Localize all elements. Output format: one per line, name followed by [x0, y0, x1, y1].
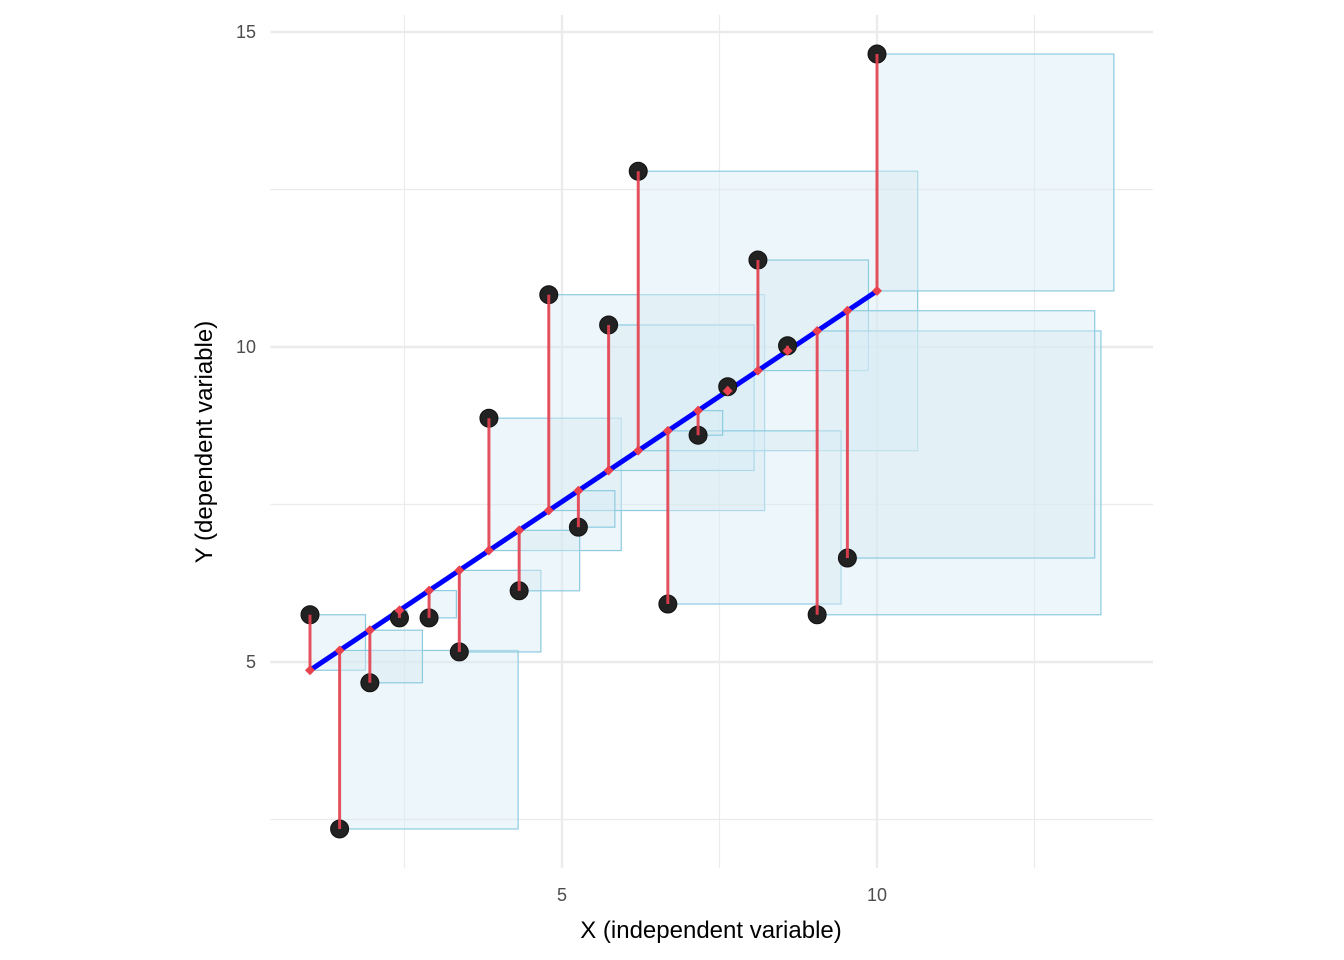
fitted-value-marker — [752, 365, 763, 376]
residual-square — [548, 294, 766, 512]
fitted-value-marker — [424, 585, 435, 596]
y-tick-label: 15 — [236, 22, 256, 42]
y-axis-label: Y (dependent variable) — [191, 321, 218, 563]
residual-square — [369, 629, 424, 684]
fitted-value-marker — [872, 285, 882, 296]
fitted-value-marker — [633, 445, 644, 456]
fitted-value-marker — [573, 485, 584, 496]
x-tick-label: 10 — [867, 885, 887, 905]
residual-square — [876, 53, 1115, 292]
fitted-value-marker — [394, 605, 405, 616]
fitted-value-marker — [514, 525, 525, 536]
residual-square — [518, 529, 581, 592]
fitted-value-marker — [662, 425, 673, 436]
fitted-value-marker — [693, 405, 704, 416]
fitted-value-marker — [364, 625, 375, 636]
residual-squares — [309, 53, 1115, 830]
residual-square — [488, 417, 622, 552]
fitted-value-marker — [543, 505, 554, 516]
fitted-value-marker — [842, 305, 853, 316]
residual-segments — [305, 54, 882, 829]
residual-square — [816, 330, 1102, 616]
residual-square — [757, 259, 870, 372]
fitted-value-marker — [454, 565, 465, 576]
residual-square — [846, 310, 1096, 559]
fitted-value-marker — [722, 385, 733, 396]
residual-square — [667, 430, 842, 605]
fitted-value-marker — [812, 325, 823, 336]
x-tick-label: 5 — [557, 885, 567, 905]
regression-line — [308, 288, 879, 673]
y-tick-label: 5 — [246, 652, 256, 672]
fitted-value-marker — [782, 345, 793, 356]
grid — [270, 14, 1153, 869]
residual-square — [608, 324, 755, 472]
tick-labels: 5 10 5 10 15 — [236, 22, 887, 905]
fitted-value-marker — [334, 645, 345, 656]
fitted-value-marker — [603, 465, 614, 476]
x-axis-label: X (independent variable) — [580, 917, 842, 944]
fitted-value-marker — [483, 545, 494, 556]
residual-square — [309, 614, 367, 671]
fitted-value-marker — [305, 665, 315, 676]
y-tick-label: 10 — [236, 337, 256, 357]
